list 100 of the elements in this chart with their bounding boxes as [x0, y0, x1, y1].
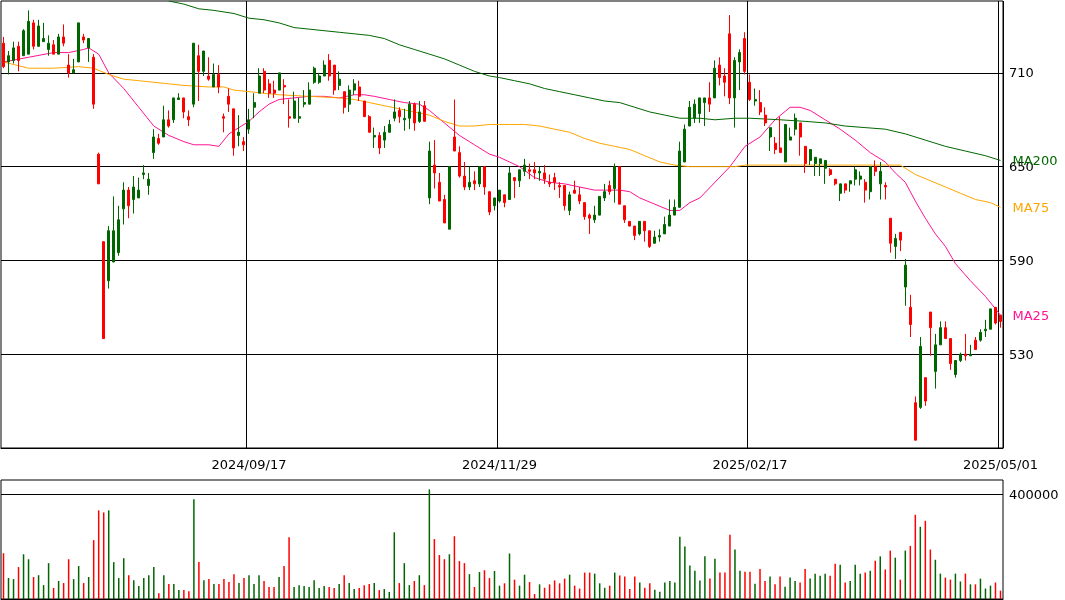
candlestick	[57, 33, 60, 55]
candlestick	[122, 181, 125, 225]
candlestick	[333, 64, 336, 96]
candlestick	[157, 133, 160, 146]
candlestick	[408, 100, 411, 130]
candlestick	[22, 28, 25, 57]
candlestick	[137, 177, 140, 199]
candlestick	[528, 163, 531, 180]
candlestick	[929, 311, 932, 357]
candlestick	[142, 164, 145, 180]
candlestick	[944, 320, 947, 340]
candlestick	[668, 198, 671, 227]
candlestick	[438, 172, 441, 202]
candlestick	[278, 72, 281, 91]
candlestick	[553, 172, 556, 191]
candlestick	[738, 48, 741, 91]
y-tick-label: 710	[1009, 65, 1034, 81]
candlestick	[713, 59, 716, 99]
candlestick	[774, 136, 777, 155]
candlestick	[809, 148, 812, 166]
candlestick	[638, 220, 641, 236]
candlestick	[42, 22, 45, 43]
candlestick	[453, 98, 456, 152]
candlestick	[217, 64, 220, 94]
candlestick	[77, 22, 80, 63]
candlestick	[112, 195, 115, 263]
candlestick	[483, 166, 486, 196]
candlestick	[52, 39, 55, 55]
candlestick	[2, 36, 5, 69]
candlestick	[283, 78, 286, 105]
candlestick	[538, 166, 541, 182]
candlestick	[633, 225, 636, 241]
line-series	[3, 47, 1001, 316]
candlestick	[954, 359, 957, 379]
candlestick	[623, 205, 626, 224]
candlestick	[794, 113, 797, 136]
candlestick	[884, 181, 887, 200]
candlestick	[769, 127, 772, 152]
candlestick	[288, 98, 291, 129]
candlestick	[393, 98, 396, 122]
candlestick	[162, 105, 165, 138]
candlestick	[819, 158, 822, 177]
candlestick	[268, 78, 271, 99]
candlestick	[979, 328, 982, 343]
candlestick	[558, 181, 561, 199]
candlestick	[498, 189, 501, 204]
candlestick	[824, 159, 827, 185]
candlestick	[247, 108, 250, 135]
candlestick	[628, 220, 631, 227]
candlestick	[764, 106, 767, 127]
candlestick	[468, 166, 471, 191]
candlestick	[518, 169, 521, 188]
candlestick	[117, 205, 120, 257]
candlestick	[894, 233, 897, 260]
candlestick	[759, 89, 762, 116]
candlestick	[348, 84, 351, 113]
candlestick	[67, 53, 70, 79]
x-tick-label: 2025/02/17	[712, 457, 788, 472]
candlestick	[308, 81, 311, 105]
candlestick	[648, 230, 651, 249]
candlestick	[212, 63, 215, 88]
candlestick	[578, 186, 581, 205]
candlestick	[568, 191, 571, 216]
candlestick	[478, 166, 481, 188]
candlestick	[969, 344, 972, 357]
candlestick	[608, 180, 611, 196]
candlestick	[253, 92, 256, 119]
candlestick	[373, 127, 376, 149]
candlestick	[258, 67, 261, 94]
candlestick	[448, 166, 451, 230]
candlestick	[303, 89, 306, 108]
x-tick-label: 2024/09/17	[211, 457, 287, 472]
candlestick	[784, 123, 787, 163]
candlestick	[12, 41, 15, 65]
candlestick	[273, 80, 276, 99]
candlestick	[197, 44, 200, 102]
candlestick	[543, 164, 546, 185]
candlestick	[658, 228, 661, 243]
candlestick	[378, 131, 381, 155]
candlestick	[693, 98, 696, 124]
series-label: MA25	[1012, 307, 1050, 323]
candlestick	[934, 333, 937, 390]
candlestick	[688, 100, 691, 127]
candlestick	[413, 102, 416, 132]
candlestick	[62, 23, 65, 47]
candlestick	[182, 97, 185, 119]
candlestick	[398, 106, 401, 124]
candlestick	[523, 158, 526, 177]
y-tick-label: 590	[1009, 252, 1034, 268]
candlestick	[222, 113, 225, 133]
candlestick	[779, 116, 782, 154]
candlestick	[728, 14, 731, 105]
candlestick	[328, 53, 331, 82]
candlestick	[508, 166, 511, 200]
y-tick-label: 530	[1009, 346, 1034, 362]
candlestick	[27, 9, 30, 55]
candlestick	[703, 97, 706, 127]
candlestick	[232, 108, 235, 157]
candlestick	[192, 42, 195, 108]
candlestick	[583, 202, 586, 221]
